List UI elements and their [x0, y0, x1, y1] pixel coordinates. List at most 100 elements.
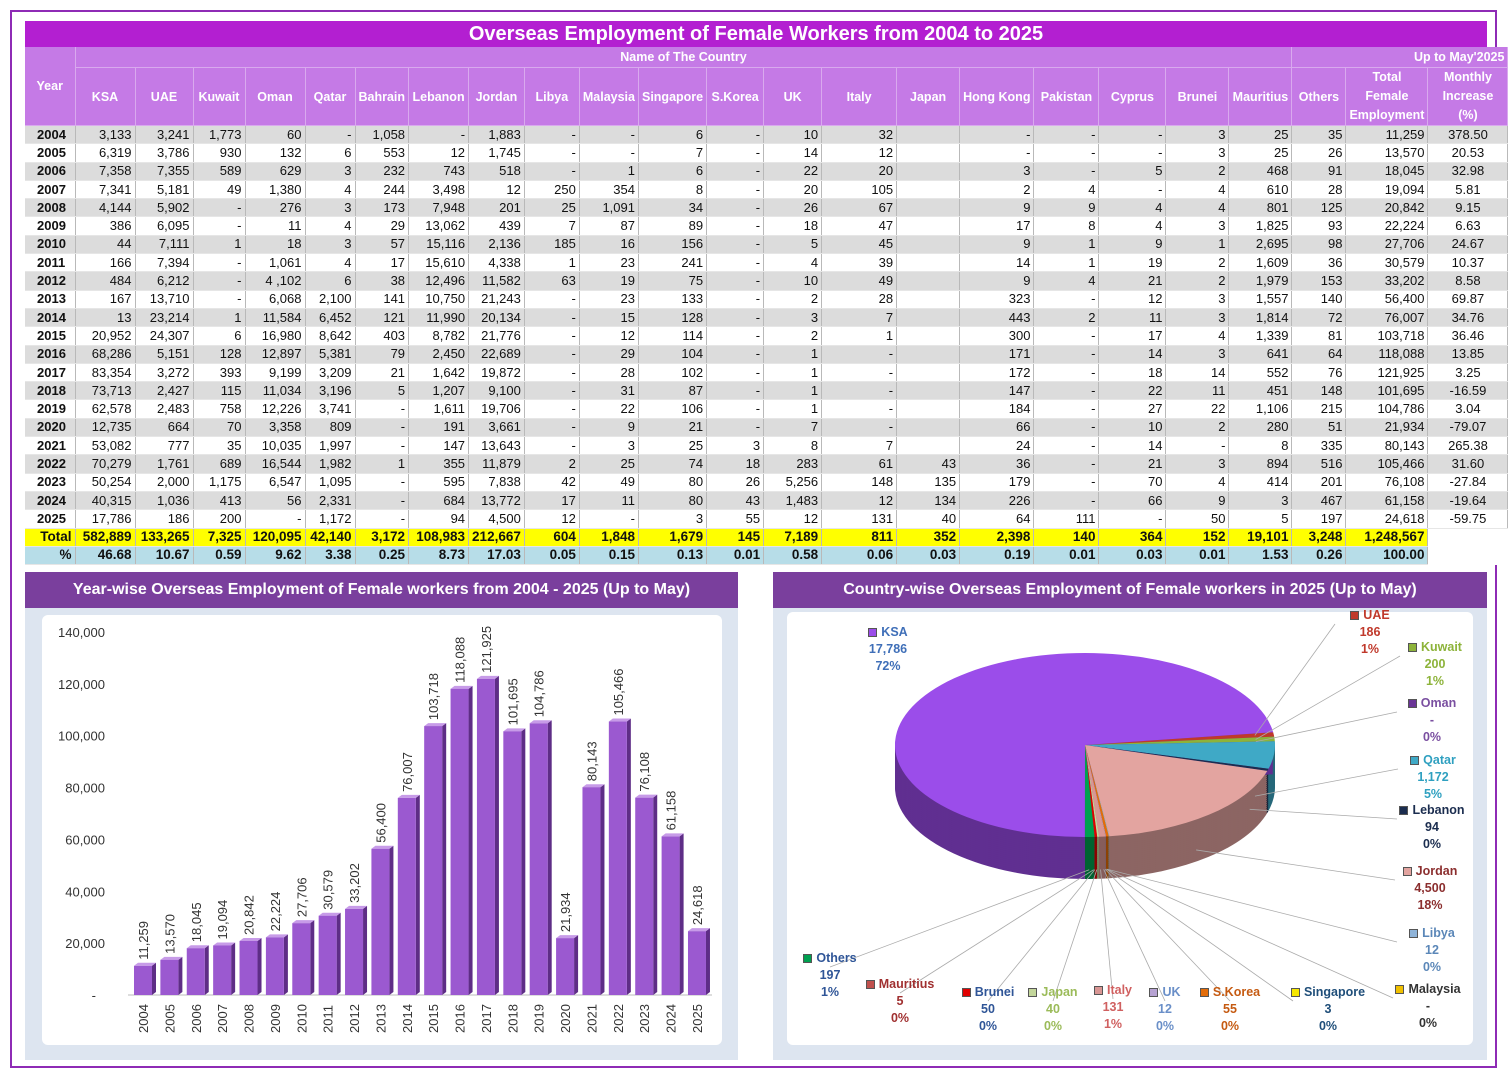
- pie-slice-japan: [1085, 745, 1100, 837]
- cell-jordan: 17.03: [468, 546, 525, 566]
- row-label: 2022: [25, 454, 76, 474]
- cell-lebanon: 8,782: [408, 326, 470, 346]
- cell-italy: -: [821, 345, 898, 364]
- cell-brunei: 0.01: [1165, 546, 1230, 566]
- cell-japan: 134: [896, 491, 961, 511]
- table-row: 2018 73,713 2,427 115 11,034 3,196 5 1,207 9,100…: [25, 381, 1509, 401]
- cell-ksa: 44: [75, 235, 136, 255]
- cell-total-female-employment: 11,259: [1345, 125, 1429, 145]
- legend-swatch-icon: [1402, 867, 1412, 877]
- cell-malaysia: 1: [579, 162, 639, 181]
- cell-monthly-increase-: -16.59: [1427, 381, 1509, 401]
- cell-kuwait: -: [193, 216, 246, 236]
- cell-uk: 1: [763, 381, 823, 401]
- bar-data-label: 21,934: [558, 892, 573, 932]
- cell-monthly-increase-: 3.25: [1427, 363, 1509, 383]
- cell-brunei: 3: [1165, 454, 1230, 474]
- cell-italy: 61: [821, 454, 898, 474]
- y-tick-label: 140,000: [58, 625, 105, 640]
- cell-lebanon: 15,610: [408, 253, 470, 273]
- cell-italy: 39: [821, 253, 898, 273]
- cell-japan: [896, 198, 961, 218]
- cell-jordan: 7,838: [468, 473, 525, 492]
- cell-brunei: 4: [1165, 326, 1230, 346]
- cell-uk: 2: [763, 290, 823, 309]
- cell-uae: 5,902: [135, 198, 194, 218]
- cell-mauritius: 1,979: [1228, 271, 1293, 291]
- cell-libya: -: [524, 125, 580, 145]
- cell-uae: 3,786: [135, 143, 194, 163]
- cell-brunei: 1: [1165, 235, 1230, 255]
- cell-lebanon: -: [408, 125, 470, 145]
- pie-label-mauritius: Mauritius 5 0%: [845, 976, 955, 1027]
- pie-label-value: 131: [1102, 1000, 1124, 1014]
- bar-top: [186, 945, 209, 949]
- cell-uae: 5,151: [135, 345, 194, 364]
- y-tick-label: -: [92, 988, 96, 1003]
- bar-side: [389, 845, 394, 995]
- bar-top: [450, 685, 473, 689]
- cell-qatar: 3,196: [305, 381, 356, 401]
- pie-label-percent: 0%: [1043, 1019, 1063, 1033]
- cell-ksa: 484: [75, 271, 136, 291]
- cell-ksa: 4,144: [75, 198, 136, 218]
- table-row: 2010 44 7,111 1 18 3 57 15,116 2,136 185 16 156-5 45…: [25, 235, 1509, 255]
- bar-data-label: 13,570: [162, 914, 177, 954]
- cell-mauritius: 5: [1228, 509, 1293, 529]
- cell-qatar: 1,172: [305, 509, 356, 529]
- cell-cyprus: 27: [1098, 399, 1167, 419]
- cell-japan: [896, 399, 961, 419]
- row-label: 2019: [25, 399, 76, 419]
- cell-brunei: 152: [1165, 528, 1230, 547]
- cell-jordan: 11,582: [468, 271, 525, 291]
- cell-oman: 276: [245, 198, 306, 218]
- bar-data-label: 105,466: [611, 669, 626, 716]
- pie-leader-line: [1106, 868, 1394, 999]
- pie-label-oman: Oman - 0%: [1377, 695, 1487, 746]
- cell-qatar: 5,381: [305, 345, 356, 364]
- cell-oman: 16,980: [245, 326, 306, 346]
- cell-italy: -: [821, 418, 898, 438]
- cell-kuwait: 1: [193, 308, 246, 328]
- cell-bahrain: 3,172: [355, 528, 410, 547]
- cell-libya: 1: [524, 253, 580, 273]
- cell-libya: 17: [524, 491, 580, 511]
- cell-brunei: 3: [1165, 345, 1230, 364]
- pie-label-percent: 1%: [1360, 642, 1380, 656]
- pie-slice-brunei: [1085, 745, 1098, 837]
- cell-bahrain: 173: [355, 198, 410, 218]
- cell-others: 215: [1291, 399, 1347, 419]
- bar-side: [653, 794, 658, 995]
- cell-jordan: 13,772: [468, 491, 525, 511]
- table-row: 2006 7,358 7,355 589 629 3 232 743 518-1 6-22 20 3-…: [25, 162, 1509, 181]
- cell-kuwait: 413: [193, 491, 246, 511]
- legend-swatch-icon: [1410, 756, 1420, 766]
- cell-uae: 2,483: [135, 399, 194, 419]
- x-tick-label: 2004: [136, 1004, 151, 1033]
- cell-malaysia: 15: [579, 308, 639, 328]
- bar: [186, 948, 205, 995]
- bar-top: [397, 794, 420, 798]
- cell-s-korea: -: [706, 345, 765, 364]
- cell-total-female-employment: 76,007: [1345, 308, 1429, 328]
- pie-label-percent: 1%: [1425, 674, 1445, 688]
- cell-uk: 8: [763, 436, 823, 456]
- cell-lebanon: 15,116: [408, 235, 470, 255]
- bar-side: [310, 920, 315, 995]
- pie-label-italy: Italy 131 1%: [1058, 982, 1168, 1033]
- cell-lebanon: 8.73: [408, 546, 470, 566]
- pie-label-uk: UK 12 0%: [1110, 984, 1220, 1035]
- row-label: Total: [25, 528, 76, 547]
- cell-malaysia: 1,091: [579, 198, 639, 218]
- cell-ksa: 46.68: [75, 546, 136, 566]
- cell-oman: 56: [245, 491, 306, 511]
- cell-jordan: 19,872: [468, 363, 525, 383]
- table-row: 2022 70,279 1,761 689 16,544 1,982 1 355 11,879 2…: [25, 454, 1509, 474]
- cell-others: 81: [1291, 326, 1347, 346]
- pie-label-percent: 0%: [1418, 1016, 1438, 1030]
- cell-uae: 777: [135, 436, 194, 456]
- cell-italy: 148: [821, 473, 898, 492]
- cell-brunei: 2: [1165, 271, 1230, 291]
- bar-side: [600, 784, 605, 995]
- x-tick-label: 2008: [242, 1004, 257, 1033]
